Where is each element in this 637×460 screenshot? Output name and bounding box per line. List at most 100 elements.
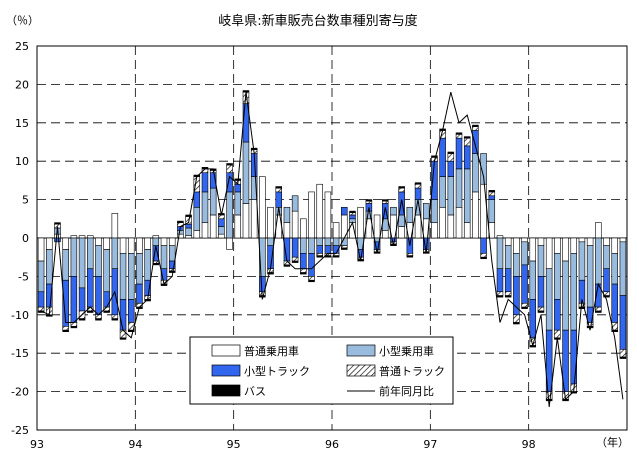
x-tick-label: 93 [30,438,44,451]
bar-segment-truck_small [439,137,446,177]
bar-segment-bus [62,329,69,332]
bar-segment-pass_small [447,176,455,216]
bar-segment-pass_small [570,253,577,331]
bar-segment-bus [127,329,135,332]
bar-segment-pass_small [472,153,479,193]
bar-segment-pass_small [390,206,397,216]
bar-segment-pass_small [87,237,94,270]
legend-swatch-truck_std [346,364,376,377]
bar-segment-pass_std [382,230,389,239]
bar-segment-pass_std [185,235,192,239]
bar-segment-bus [431,155,438,158]
bar-segment-truck_small [447,160,455,177]
bar-segment-truck_small [480,237,487,254]
bar-segment-pass_small [136,253,143,285]
bar-segment-bus [283,264,291,267]
bar-segment-pass_small [267,237,274,246]
bar-segment-truck_std [504,291,512,296]
bar-segment-pass_std [119,237,127,254]
bar-segment-pass_small [70,237,78,277]
bar-segment-bus [398,186,405,189]
bar-segment-truck_small [341,206,348,216]
legend-swatch-bus [211,384,241,397]
bar-segment-truck_small [95,276,102,316]
bar-segment-truck_small [390,237,397,243]
bar-segment-pass_std [414,214,422,239]
bar-segment-truck_small [521,264,528,304]
bar-segment-pass_small [234,191,242,216]
bar-segment-pass_small [177,230,184,235]
bar-segment-truck_std [480,253,487,258]
bar-segment-pass_std [537,237,545,246]
bar-segment-bus [168,270,176,273]
bar-segment-bus [504,295,512,298]
bar-segment-pass_small [463,168,471,223]
bar-segment-pass_small [160,245,168,270]
bar-segment-truck_small [70,276,78,323]
bar-segment-bus [414,182,422,185]
bar-segment-bus [341,247,348,250]
bar-segment-pass_small [46,249,53,285]
bar-segment-bus [447,151,455,154]
bar-segment-pass_small [562,260,569,331]
bar-segment-truck_small [414,187,422,200]
bar-segment-truck_std [513,314,520,323]
bar-segment-bus [54,222,61,225]
bar-segment-pass_std [95,237,102,246]
bar-segment-pass_small [578,241,586,281]
bar-segment-truck_std [619,349,627,358]
bar-segment-pass_std [70,235,78,239]
bar-segment-pass_std [513,237,520,254]
bar-segment-pass_std [259,176,266,239]
bar-segment-truck_std [472,126,479,131]
bar-segment-bus [595,310,602,313]
bar-segment-pass_small [62,249,69,281]
bar-segment-truck_std [275,187,282,193]
bar-segment-truck_std [537,306,545,312]
bar-segment-pass_std [127,237,135,254]
bar-segment-pass_small [529,260,537,300]
x-tick-label: 95 [227,438,241,451]
legend-label-truck_std: 普通トラック [379,364,445,378]
bar-segment-bus [152,263,160,266]
bar-segment-pass_small [193,206,201,231]
bar-segment-truck_std [119,329,127,339]
bar-segment-bus [70,326,78,329]
bar-segment-pass_small [103,249,110,293]
bar-segment-pass_small [152,237,160,246]
bar-segment-pass_std [226,237,233,250]
bar-segment-truck_small [226,172,233,193]
bar-segment-truck_small [291,237,299,258]
bar-segment-truck_small [529,299,537,339]
bar-segment-truck_small [78,287,86,312]
bar-segment-truck_std [316,253,323,256]
x-tick-label: 98 [522,438,536,451]
bar-segment-pass_small [619,241,627,296]
x-tick-label: 97 [423,438,437,451]
y-axis-unit-label: （％） [6,14,39,27]
bar-segment-bus [332,255,340,258]
bar-segment-pass_small [316,237,323,246]
bar-segment-pass_small [242,141,250,204]
bar-segment-bus [103,310,110,313]
bar-segment-truck_std [488,191,496,197]
bar-segment-truck_std [37,306,45,312]
bar-segment-bus [513,322,520,325]
bar-segment-pass_small [37,260,45,293]
bar-segment-truck_std [463,137,471,147]
bar-segment-pass_small [595,237,602,285]
y-tick-label: 10 [15,155,29,168]
bar-segment-truck_std [521,302,528,308]
bar-segment-bus [78,318,86,321]
bar-segment-pass_std [447,214,455,239]
bar-segment-bus [463,136,471,139]
bar-segment-truck_std [406,253,414,256]
bar-segment-pass_std [570,237,577,254]
bar-segment-pass_small [455,168,463,208]
bar-segment-truck_small [37,291,45,308]
bar-segment-pass_small [283,206,291,223]
bar-segment-truck_std [300,268,307,273]
bar-segment-pass_std [521,237,528,243]
legend-label-bus: バス [244,385,266,398]
